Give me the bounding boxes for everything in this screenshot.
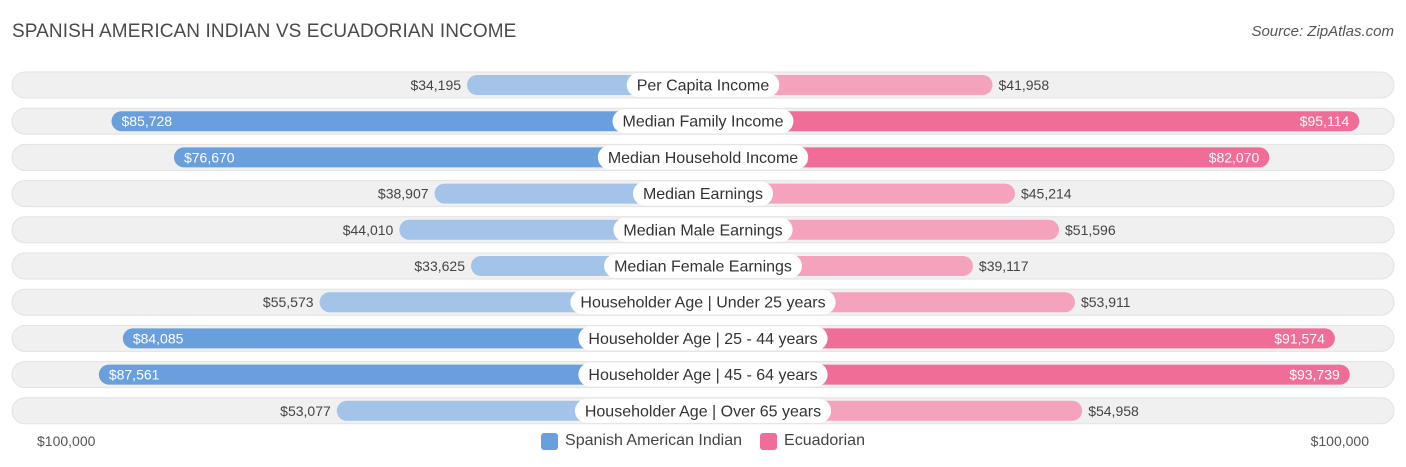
chart-row: Median Female Earnings $33,625 $39,117	[11, 252, 1395, 280]
source-credit: Source: ZipAtlas.com	[1251, 23, 1394, 40]
value-label-ecuadorian: $39,117	[979, 258, 1029, 274]
value-label-ecuadorian: $82,070	[1209, 149, 1260, 165]
chart-row: Median Earnings $38,907 $45,214	[11, 180, 1395, 208]
category-label-bg	[570, 290, 836, 315]
category-label: Median Family Income	[623, 114, 784, 131]
value-label-ecuadorian: $53,911	[1081, 294, 1131, 310]
legend-label: Ecuadorian	[784, 432, 865, 449]
legend-item-spanish-american-indian: Spanish American Indian	[541, 432, 742, 450]
chart-row: Median Family Income $85,728 $95,114	[11, 107, 1395, 135]
category-label-bg	[626, 73, 780, 97]
chart-row: Householder Age | Under 25 years $55,573 $…	[11, 288, 1395, 316]
category-label-bg	[578, 326, 828, 351]
value-label-spanish-american-indian: $34,195	[410, 77, 461, 93]
category-label-bg	[612, 109, 794, 134]
bar-ecuadorian	[703, 219, 1060, 240]
category-label-bg	[574, 398, 832, 423]
value-label-ecuadorian: $54,958	[1088, 403, 1139, 419]
value-label-spanish-american-indian: $76,670	[184, 149, 235, 165]
axis-right-label: $100,000	[1310, 433, 1369, 449]
category-label-bg	[632, 181, 774, 206]
category-label: Median Household Income	[608, 150, 798, 167]
category-label: Per Capita Income	[637, 78, 770, 95]
legend: Spanish American Indian Ecuadorian	[0, 432, 1406, 450]
category-label-bg	[604, 254, 802, 278]
value-label-spanish-american-indian: $55,573	[263, 294, 314, 310]
legend-label: Spanish American Indian	[565, 432, 743, 449]
value-label-ecuadorian: $51,596	[1065, 222, 1116, 238]
value-label-spanish-american-indian: $38,907	[378, 186, 429, 202]
category-label: Householder Age | Over 65 years	[585, 403, 821, 420]
value-label-ecuadorian: $95,114	[1300, 113, 1350, 129]
value-label-spanish-american-indian: $44,010	[343, 222, 394, 238]
value-label-spanish-american-indian: $85,728	[121, 113, 172, 129]
chart-title: SPANISH AMERICAN INDIAN VS ECUADORIAN IN…	[12, 21, 517, 42]
chart-row: Householder Age | 25 - 44 years $84,085 $9…	[11, 324, 1395, 352]
legend-swatch	[760, 432, 778, 450]
value-label-ecuadorian: $41,958	[999, 77, 1050, 93]
bar-ecuadorian	[703, 183, 1015, 204]
axis-left-label: $100,000	[37, 433, 96, 449]
value-label-spanish-american-indian: $53,077	[280, 403, 331, 419]
chart-row: Median Household Income $76,670 $82,070	[11, 143, 1395, 171]
bar-ecuadorian	[703, 328, 1335, 349]
value-label-spanish-american-indian: $33,625	[414, 258, 465, 274]
chart-row: Householder Age | Over 65 years $53,077 $5…	[11, 397, 1395, 425]
bar-spanish-american-indian	[122, 328, 704, 349]
category-label-bg	[597, 145, 809, 170]
value-label-ecuadorian: $45,214	[1021, 186, 1072, 202]
chart-row: Householder Age | 45 - 64 years $87,561 $9…	[11, 361, 1395, 389]
legend-swatch	[541, 432, 559, 450]
value-label-ecuadorian: $93,739	[1289, 367, 1340, 383]
legend-item-ecuadorian: Ecuadorian	[760, 432, 865, 450]
chart-row: Median Male Earnings $44,010 $51,596	[11, 216, 1395, 244]
value-label-spanish-american-indian: $84,085	[133, 330, 184, 346]
category-label: Householder Age | 25 - 44 years	[588, 331, 817, 348]
bar-ecuadorian	[703, 111, 1360, 132]
value-label-ecuadorian: $91,574	[1274, 330, 1325, 346]
value-label-spanish-american-indian: $87,561	[109, 367, 160, 383]
income-chart: Per Capita Income $34,195 $41,958 Median Fa…	[11, 71, 1395, 425]
chart-row: Per Capita Income $34,195 $41,958	[11, 71, 1395, 99]
bar-spanish-american-indian	[111, 111, 703, 132]
category-label: Median Male Earnings	[623, 222, 782, 239]
category-label: Householder Age | 45 - 64 years	[588, 367, 817, 384]
category-label: Median Female Earnings	[614, 259, 792, 276]
bar-ecuadorian	[703, 364, 1350, 385]
category-label: Householder Age | Under 25 years	[580, 295, 825, 312]
category-label-bg	[578, 362, 828, 387]
bar-spanish-american-indian	[173, 147, 704, 168]
bar-spanish-american-indian	[98, 364, 703, 385]
category-label-bg	[613, 217, 793, 242]
category-label: Median Earnings	[643, 186, 763, 203]
bar-ecuadorian	[703, 147, 1270, 168]
